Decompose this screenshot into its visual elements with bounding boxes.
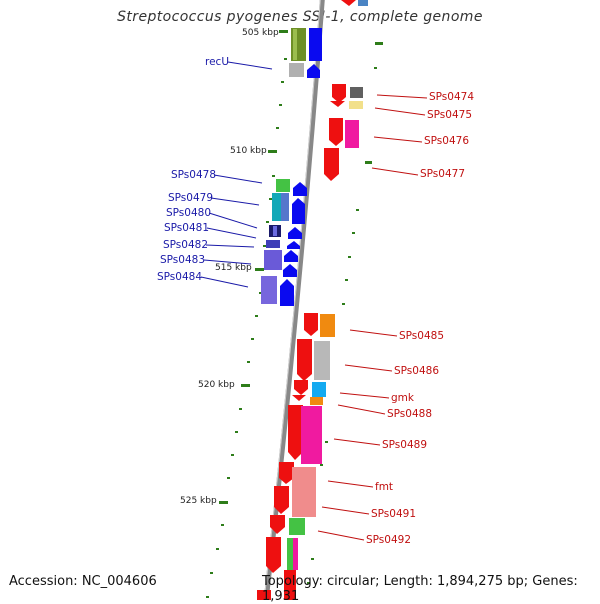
accession-text: Accession: NC_004606 <box>9 574 157 589</box>
leader-lines-right <box>317 94 428 541</box>
gene-label-SPs0478[interactable]: SPs0478 <box>171 169 216 181</box>
scale-ticks <box>219 30 288 504</box>
gene-arrow <box>309 28 322 61</box>
gene-label-SPs0474[interactable]: SPs0474 <box>429 91 474 103</box>
gene-label-gmk[interactable]: gmk <box>391 392 415 404</box>
gene-label-SPs0477[interactable]: SPs0477 <box>420 168 465 180</box>
gene-label-SPs0484[interactable]: SPs0484 <box>157 271 202 283</box>
gene-label-SPs0492[interactable]: SPs0492 <box>366 534 411 546</box>
forward-features <box>261 0 368 306</box>
gene-label-SPs0481[interactable]: SPs0481 <box>164 222 209 234</box>
gene-label-SPs0476[interactable]: SPs0476 <box>424 135 469 147</box>
minor-ticks-right <box>307 42 383 584</box>
gene-label-SPs0489[interactable]: SPs0489 <box>382 439 427 451</box>
scale-label-505: 505 kbp <box>242 28 279 38</box>
gene-label-SPs0491[interactable]: SPs0491 <box>371 508 416 520</box>
reverse-features <box>257 84 363 600</box>
gene-label-SPs0480[interactable]: SPs0480 <box>166 207 211 219</box>
gene-label-SPs0485[interactable]: SPs0485 <box>399 330 444 342</box>
scale-label-520: 520 kbp <box>198 380 235 390</box>
scale-label-525: 525 kbp <box>180 496 217 506</box>
scale-label-515: 515 kbp <box>215 263 252 273</box>
gene-label-recU[interactable]: recU <box>205 56 229 68</box>
minor-ticks-left <box>206 58 287 598</box>
gene-label-SPs0488[interactable]: SPs0488 <box>387 408 432 420</box>
gene-label-SPs0483[interactable]: SPs0483 <box>160 254 205 266</box>
leader-lines-left <box>200 61 273 288</box>
map-title: Streptococcus pyogenes SSI-1, complete g… <box>117 9 483 25</box>
gene-label-SPs0482[interactable]: SPs0482 <box>163 239 208 251</box>
gene-label-fmt[interactable]: fmt <box>375 481 393 493</box>
scale-label-510: 510 kbp <box>230 146 267 156</box>
gene-label-SPs0486[interactable]: SPs0486 <box>394 365 439 377</box>
gene-label-SPs0479[interactable]: SPs0479 <box>168 192 213 204</box>
gene-label-SPs0475[interactable]: SPs0475 <box>427 109 472 121</box>
